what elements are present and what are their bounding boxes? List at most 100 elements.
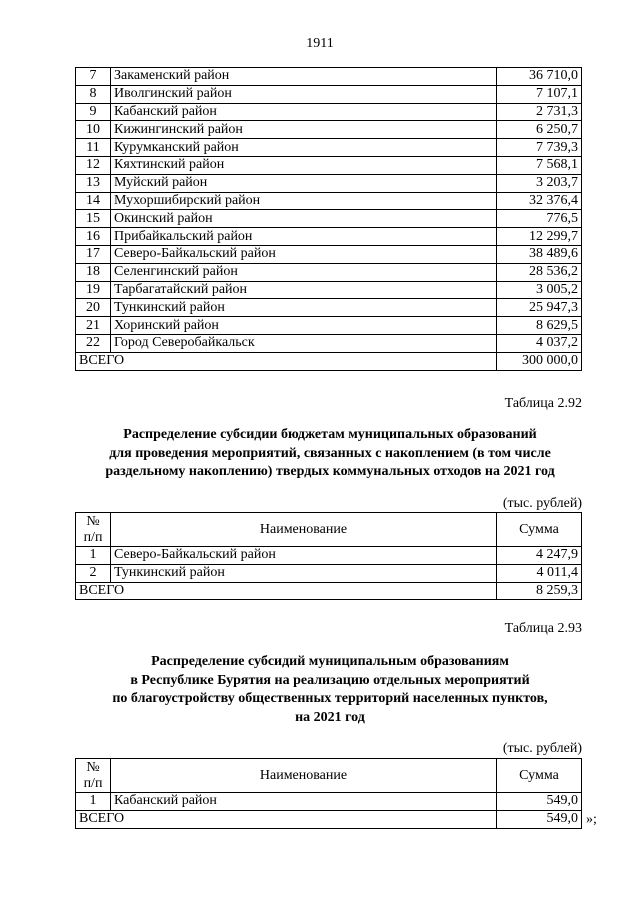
- table-row: 19 Тарбагатайский район 3 005,2: [75, 280, 582, 300]
- row-sum: 25 947,3: [496, 298, 582, 318]
- total-label: ВСЕГО: [75, 809, 497, 829]
- table-row: 11 Курумканский район 7 739,3: [75, 138, 582, 157]
- table-title-293: Распределение субсидий муниципальным обр…: [112, 654, 548, 726]
- row-name: Муйский район: [110, 173, 497, 193]
- row-number: 13: [75, 173, 111, 193]
- row-number: 11: [75, 138, 111, 157]
- header-pp: п/п: [83, 775, 103, 791]
- row-sum: 38 489,6: [496, 244, 582, 264]
- closing-quote: »;: [586, 812, 597, 827]
- table-row: 15 Окинский район 776,5: [75, 209, 582, 229]
- header-number-sign: №: [86, 759, 100, 775]
- row-name: Северо-Байкальский район: [110, 244, 497, 264]
- row-number: 18: [75, 262, 111, 282]
- row-name: Северо-Байкальский район: [110, 546, 497, 565]
- table-293: № п/п Наименование Сумма 1 Кабанский район 549…: [75, 758, 582, 829]
- row-number: 9: [75, 102, 111, 122]
- table-row: 2 Тункинский район 4 011,4: [75, 563, 582, 583]
- header-name: Наименование: [110, 512, 497, 547]
- row-number: 10: [75, 120, 111, 140]
- table-row: 13 Муйский район 3 203,7: [75, 173, 582, 193]
- table-row: 16 Прибайкальский район 12 299,7: [75, 227, 582, 246]
- row-number: 20: [75, 298, 111, 318]
- row-name: Селенгинский район: [110, 262, 497, 282]
- total-sum: 8 259,3: [496, 581, 582, 601]
- row-sum: 4 247,9: [496, 546, 582, 565]
- total-row: ВСЕГО 549,0: [75, 809, 582, 829]
- row-number: 8: [75, 84, 111, 104]
- table-row: 1 Кабанский район 549,0: [75, 792, 582, 811]
- header-name: Наименование: [110, 758, 497, 793]
- row-name: Кяхтинский район: [110, 155, 497, 175]
- row-number: 16: [75, 227, 111, 246]
- row-name: Хоринский район: [110, 316, 497, 335]
- row-name: Тункинский район: [110, 563, 497, 583]
- row-sum: 32 376,4: [496, 191, 582, 211]
- row-name: Иволгинский район: [110, 84, 497, 104]
- row-name: Город Северобайкальск: [110, 333, 497, 353]
- table-292: № п/п Наименование Сумма 1 Северо-Байкальский…: [75, 512, 582, 601]
- row-name: Кабанский район: [110, 102, 497, 122]
- row-sum: 4 011,4: [496, 563, 582, 583]
- table-row: 7 Закаменский район 36 710,0: [75, 67, 582, 86]
- table-row: 20 Тункинский район 25 947,3: [75, 298, 582, 318]
- total-sum: 300 000,0: [496, 351, 582, 371]
- row-sum: 6 250,7: [496, 120, 582, 140]
- row-number: 1: [75, 792, 111, 811]
- row-name: Закаменский район: [110, 67, 497, 86]
- row-number: 22: [75, 333, 111, 353]
- row-sum: 28 536,2: [496, 262, 582, 282]
- table-row: 18 Селенгинский район 28 536,2: [75, 262, 582, 282]
- row-number: 7: [75, 67, 111, 86]
- row-sum: 7 568,1: [496, 155, 582, 175]
- row-name: Кижингинский район: [110, 120, 497, 140]
- row-name: Окинский район: [110, 209, 497, 229]
- table-row: 14 Мухоршибирский район 32 376,4: [75, 191, 582, 211]
- table-header-row: № п/п Наименование Сумма: [75, 512, 582, 547]
- row-sum: 36 710,0: [496, 67, 582, 86]
- row-number: 21: [75, 316, 111, 335]
- table-row: 9 Кабанский район 2 731,3: [75, 102, 582, 122]
- header-number: № п/п: [75, 758, 111, 793]
- table-row: 10 Кижингинский район 6 250,7: [75, 120, 582, 140]
- row-name: Кабанский район: [110, 792, 497, 811]
- row-sum: 7 107,1: [496, 84, 582, 104]
- table-header-row: № п/п Наименование Сумма: [75, 758, 582, 793]
- table-main: 7 Закаменский район 36 710,0 8 Иволгинский р…: [75, 67, 582, 371]
- units-label-292: (тыс. рублей): [502, 496, 582, 511]
- header-number-sign: №: [86, 513, 100, 529]
- row-sum: 7 739,3: [496, 138, 582, 157]
- header-sum: Сумма: [496, 758, 582, 793]
- row-sum: 12 299,7: [496, 227, 582, 246]
- row-number: 1: [75, 546, 111, 565]
- header-sum: Сумма: [496, 512, 582, 547]
- table-row: 8 Иволгинский район 7 107,1: [75, 84, 582, 104]
- row-name: Тарбагатайский район: [110, 280, 497, 300]
- row-sum: 8 629,5: [496, 316, 582, 335]
- units-label-293: (тыс. рублей): [502, 741, 582, 756]
- total-label: ВСЕГО: [75, 581, 497, 601]
- table-caption-292: Таблица 2.92: [504, 396, 582, 411]
- row-sum: 3 203,7: [496, 173, 582, 193]
- table-row: 12 Кяхтинский район 7 568,1: [75, 155, 582, 175]
- row-number: 2: [75, 563, 111, 583]
- table-title-292: Распределение субсидии бюджетам муниципа…: [105, 427, 555, 480]
- row-number: 17: [75, 244, 111, 264]
- total-label: ВСЕГО: [75, 351, 497, 371]
- row-sum: 2 731,3: [496, 102, 582, 122]
- table-row: 17 Северо-Байкальский район 38 489,6: [75, 244, 582, 264]
- row-sum: 776,5: [496, 209, 582, 229]
- row-sum: 4 037,2: [496, 333, 582, 353]
- table-row: 21 Хоринский район 8 629,5: [75, 316, 582, 335]
- row-number: 15: [75, 209, 111, 229]
- table-row: 22 Город Северобайкальск 4 037,2: [75, 333, 582, 353]
- header-number: № п/п: [75, 512, 111, 547]
- row-name: Тункинский район: [110, 298, 497, 318]
- table-caption-293: Таблица 2.93: [504, 621, 582, 636]
- total-row: ВСЕГО 8 259,3: [75, 581, 582, 601]
- total-row: ВСЕГО 300 000,0: [75, 351, 582, 371]
- row-sum: 3 005,2: [496, 280, 582, 300]
- total-sum: 549,0: [496, 809, 582, 829]
- row-name: Курумканский район: [110, 138, 497, 157]
